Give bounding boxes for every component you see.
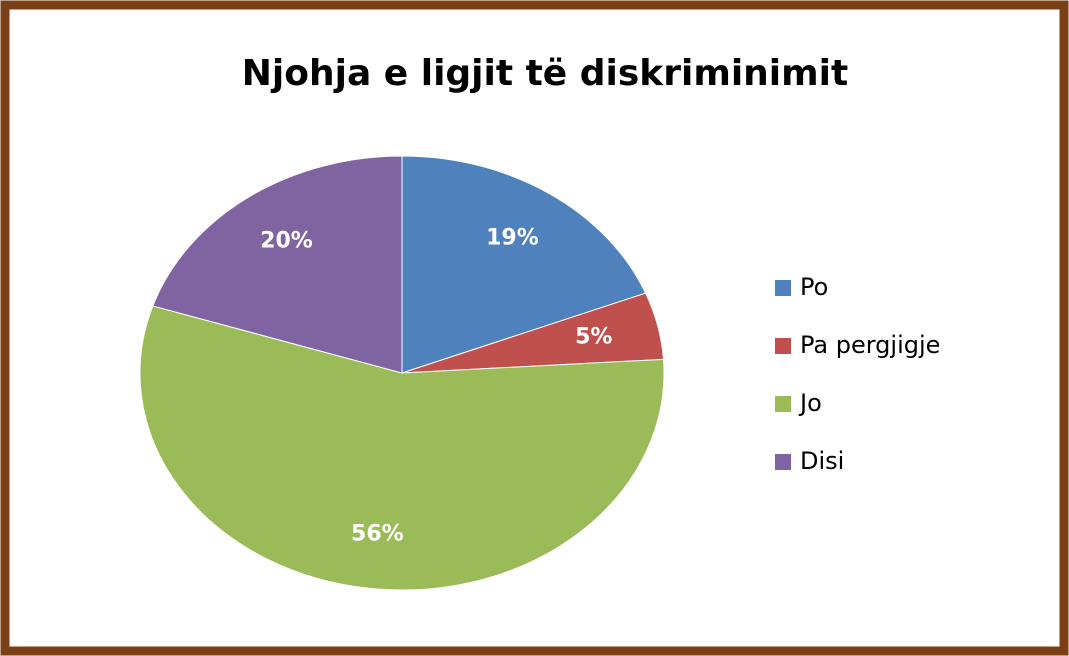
legend-swatch xyxy=(775,338,791,354)
legend-swatch xyxy=(775,454,791,470)
data-label: 56% xyxy=(351,521,404,546)
legend-label: Disi xyxy=(800,447,844,475)
legend-swatch xyxy=(775,396,791,412)
data-label: 5% xyxy=(575,324,612,349)
legend-label: Po xyxy=(800,273,828,301)
legend-swatch xyxy=(775,280,791,296)
data-label: 19% xyxy=(486,225,539,250)
chart-title: Njohja e ligjit të diskriminimit xyxy=(242,53,848,94)
pie-slice xyxy=(152,155,403,374)
data-label: 20% xyxy=(260,228,313,253)
legend-label: Pa pergjigje xyxy=(800,331,940,359)
legend-label: Jo xyxy=(798,389,822,417)
pie-slice xyxy=(139,305,665,591)
pie-slice xyxy=(401,155,647,374)
